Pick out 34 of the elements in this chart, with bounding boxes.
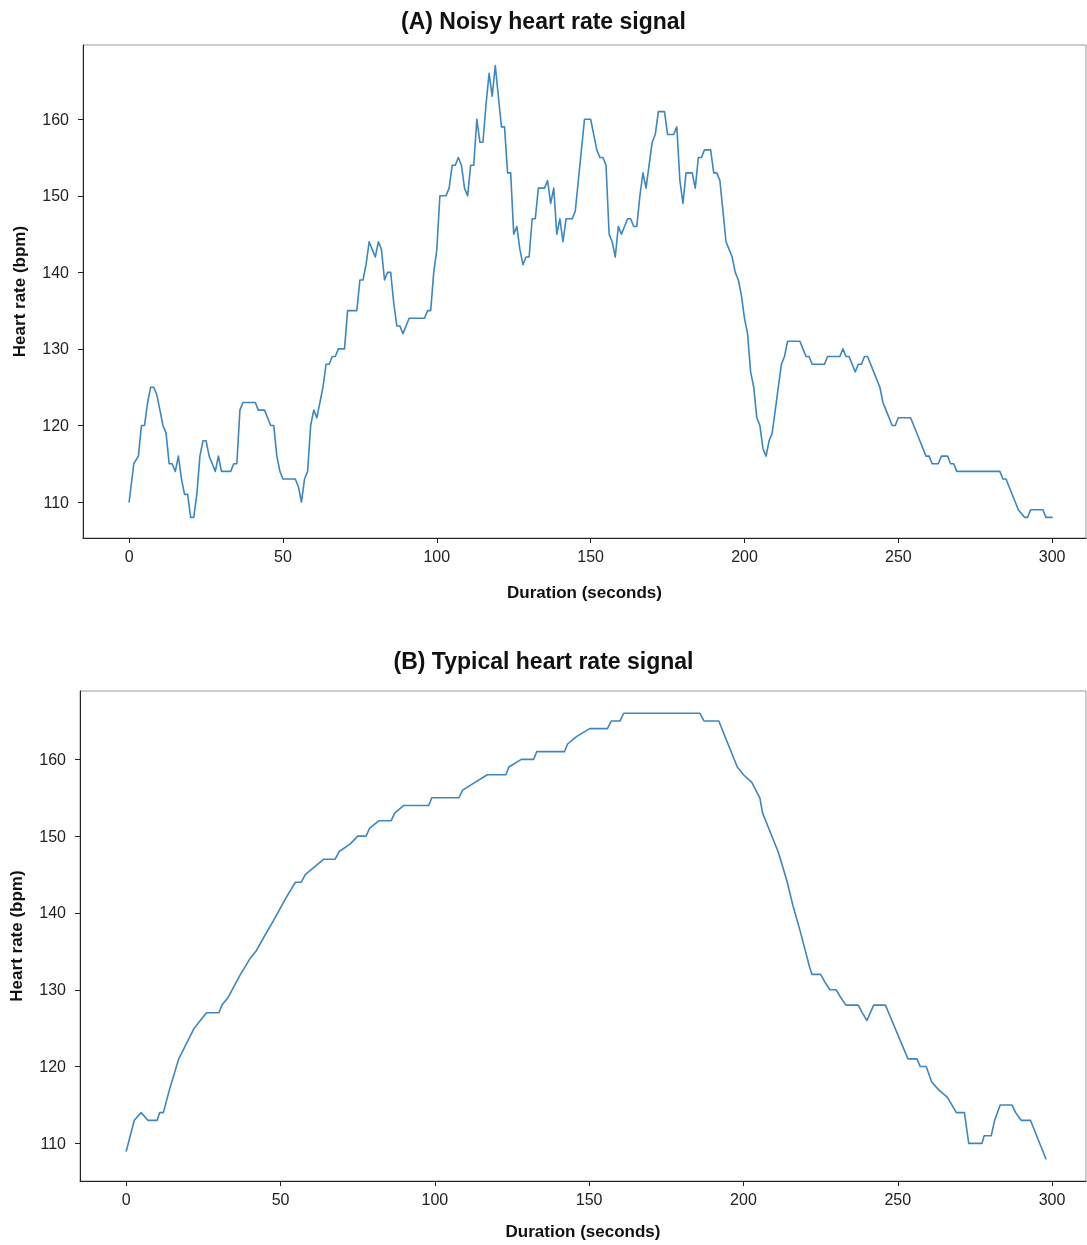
x-tick-label: 100: [421, 1190, 449, 1208]
y-tick-label: 120: [39, 1058, 67, 1076]
x-tick-label: 150: [575, 1190, 603, 1208]
y-tick-label: 150: [42, 187, 70, 205]
y-tick-label: 110: [40, 1134, 67, 1152]
y-tick-label: 150: [39, 827, 67, 845]
x-tick-label: 300: [1038, 547, 1066, 565]
x-tick-label: 0: [121, 1190, 131, 1208]
y-tick-label: 140: [39, 904, 67, 922]
y-tick-label: 120: [42, 416, 70, 434]
x-tick-label: 150: [577, 547, 605, 565]
x-tick-label: 50: [271, 1190, 290, 1208]
y-tick-label: 160: [42, 110, 70, 128]
x-tick-label: 50: [274, 547, 292, 565]
x-tick-label: 0: [124, 547, 134, 565]
x-tick-label: 200: [730, 1190, 757, 1208]
x-tick-label: 100: [423, 547, 451, 565]
x-axis-title: Duration (seconds): [507, 583, 662, 602]
y-tick-label: 160: [39, 750, 67, 768]
y-axis-title: Heart rate (bpm): [7, 870, 26, 1002]
y-axis-title: Heart rate (bpm): [10, 225, 29, 358]
x-tick-label: 300: [1038, 1190, 1066, 1208]
y-tick-label: 110: [43, 493, 70, 511]
x-tick-label: 200: [731, 547, 758, 565]
y-tick-label: 130: [42, 340, 70, 358]
y-tick-label: 130: [39, 981, 67, 999]
x-tick-label: 250: [884, 1190, 912, 1208]
x-tick-label: 250: [884, 547, 912, 565]
y-tick-label: 140: [42, 263, 70, 281]
line-series: [125, 712, 1047, 1160]
chart-title: (B) Typical heart rate signal: [393, 647, 694, 674]
line-series: [128, 64, 1053, 519]
chart-title: (A) Noisy heart rate signal: [400, 7, 687, 34]
x-axis-title: Duration (seconds): [505, 1222, 661, 1241]
